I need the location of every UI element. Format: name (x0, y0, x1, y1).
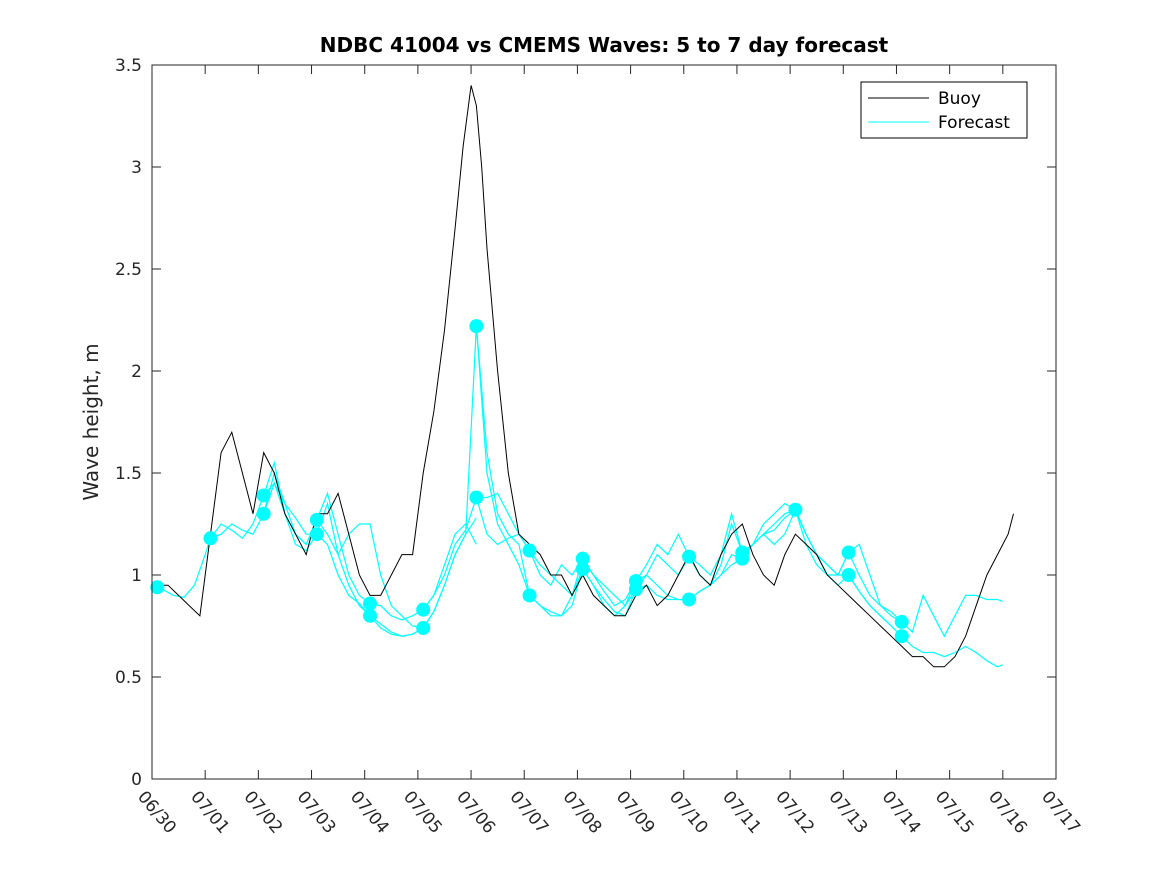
forecast-marker-8 (416, 602, 431, 617)
forecast-marker-26 (894, 629, 909, 644)
forecast-marker-23 (841, 545, 856, 560)
forecast-marker-4 (309, 512, 324, 527)
y-axis-label: Wave height, m (79, 343, 103, 500)
y-tick-label-3: 1.5 (115, 464, 142, 484)
y-tick-label-6: 3 (131, 158, 142, 178)
y-tick-label-2: 1 (131, 566, 142, 586)
forecast-marker-24 (841, 568, 856, 582)
forecast-marker-21 (735, 551, 750, 566)
plot-area (152, 65, 1056, 779)
forecast-marker-0 (150, 580, 165, 595)
legend-buoy-label: Buoy (938, 89, 981, 109)
y-tick-label-4: 2 (131, 362, 142, 382)
legend-box (860, 81, 1028, 139)
forecast-run-line-5 (316, 519, 424, 629)
forecast-marker-12 (522, 543, 537, 558)
forecast-marker-15 (575, 561, 590, 576)
y-tick-label-0: 0 (131, 770, 142, 790)
chart-title: NDBC 41004 vs CMEMS Waves: 5 to 7 day fo… (320, 33, 889, 57)
forecast-marker-14 (575, 551, 590, 566)
buoy-series-line (152, 85, 1014, 668)
forecast-marker-2 (256, 488, 271, 503)
y-tick-label-7: 3.5 (115, 56, 142, 76)
forecast-marker-6 (363, 596, 378, 611)
forecast-marker-19 (682, 592, 697, 607)
forecast-run-line-25 (848, 552, 1004, 638)
legend-forecast-label: Forecast (938, 113, 1010, 133)
forecast-marker-7 (363, 608, 378, 623)
forecast-marker-18 (682, 549, 697, 564)
forecast-marker-9 (416, 621, 431, 636)
forecast-marker-13 (522, 588, 537, 603)
forecast-marker-17 (628, 582, 643, 597)
forecast-marker-22 (788, 502, 803, 517)
forecast-marker-11 (469, 490, 484, 505)
forecast-marker-25 (894, 614, 909, 629)
forecast-marker-5 (309, 527, 324, 542)
data-layer (150, 85, 1014, 668)
legend: Buoy Forecast (860, 81, 1028, 139)
forecast-marker-1 (203, 531, 218, 546)
forecast-run-line-26 (848, 574, 1004, 668)
forecast-marker-10 (469, 319, 484, 334)
axes-box (151, 64, 1057, 780)
y-tick-label-1: 0.5 (115, 668, 142, 688)
y-tick-label-5: 2.5 (115, 260, 142, 280)
forecast-marker-3 (256, 506, 271, 521)
